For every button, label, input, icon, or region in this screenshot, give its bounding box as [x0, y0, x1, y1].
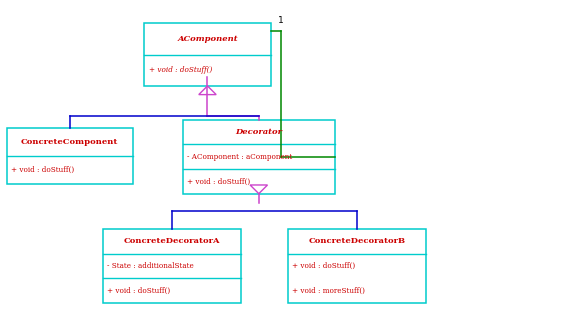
Text: + void : doStuff(): + void : doStuff() [149, 66, 212, 74]
Bar [6, 128, 133, 184]
Text: + void : doStuff(): + void : doStuff() [11, 166, 74, 174]
Text: + void : doStuff(): + void : doStuff() [108, 287, 171, 295]
Bar [103, 229, 241, 303]
Text: ConcreteDecoratorB: ConcreteDecoratorB [309, 237, 406, 245]
Text: + void : doStuff(): + void : doStuff() [186, 177, 250, 185]
Text: ConcreteComponent: ConcreteComponent [21, 138, 118, 146]
Text: - AComponent : aComponent: - AComponent : aComponent [186, 153, 292, 161]
Text: AComponent: AComponent [177, 35, 238, 43]
Bar [182, 120, 335, 194]
Text: + void : moreStuff(): + void : moreStuff() [292, 287, 365, 295]
Text: + void : doStuff(): + void : doStuff() [292, 262, 356, 270]
Text: ConcreteDecoratorA: ConcreteDecoratorA [124, 237, 220, 245]
Bar [288, 229, 426, 303]
Bar [145, 23, 270, 86]
Text: Decorator: Decorator [235, 128, 282, 136]
Text: - State : additionalState: - State : additionalState [108, 262, 194, 270]
Text: 1: 1 [278, 16, 284, 26]
